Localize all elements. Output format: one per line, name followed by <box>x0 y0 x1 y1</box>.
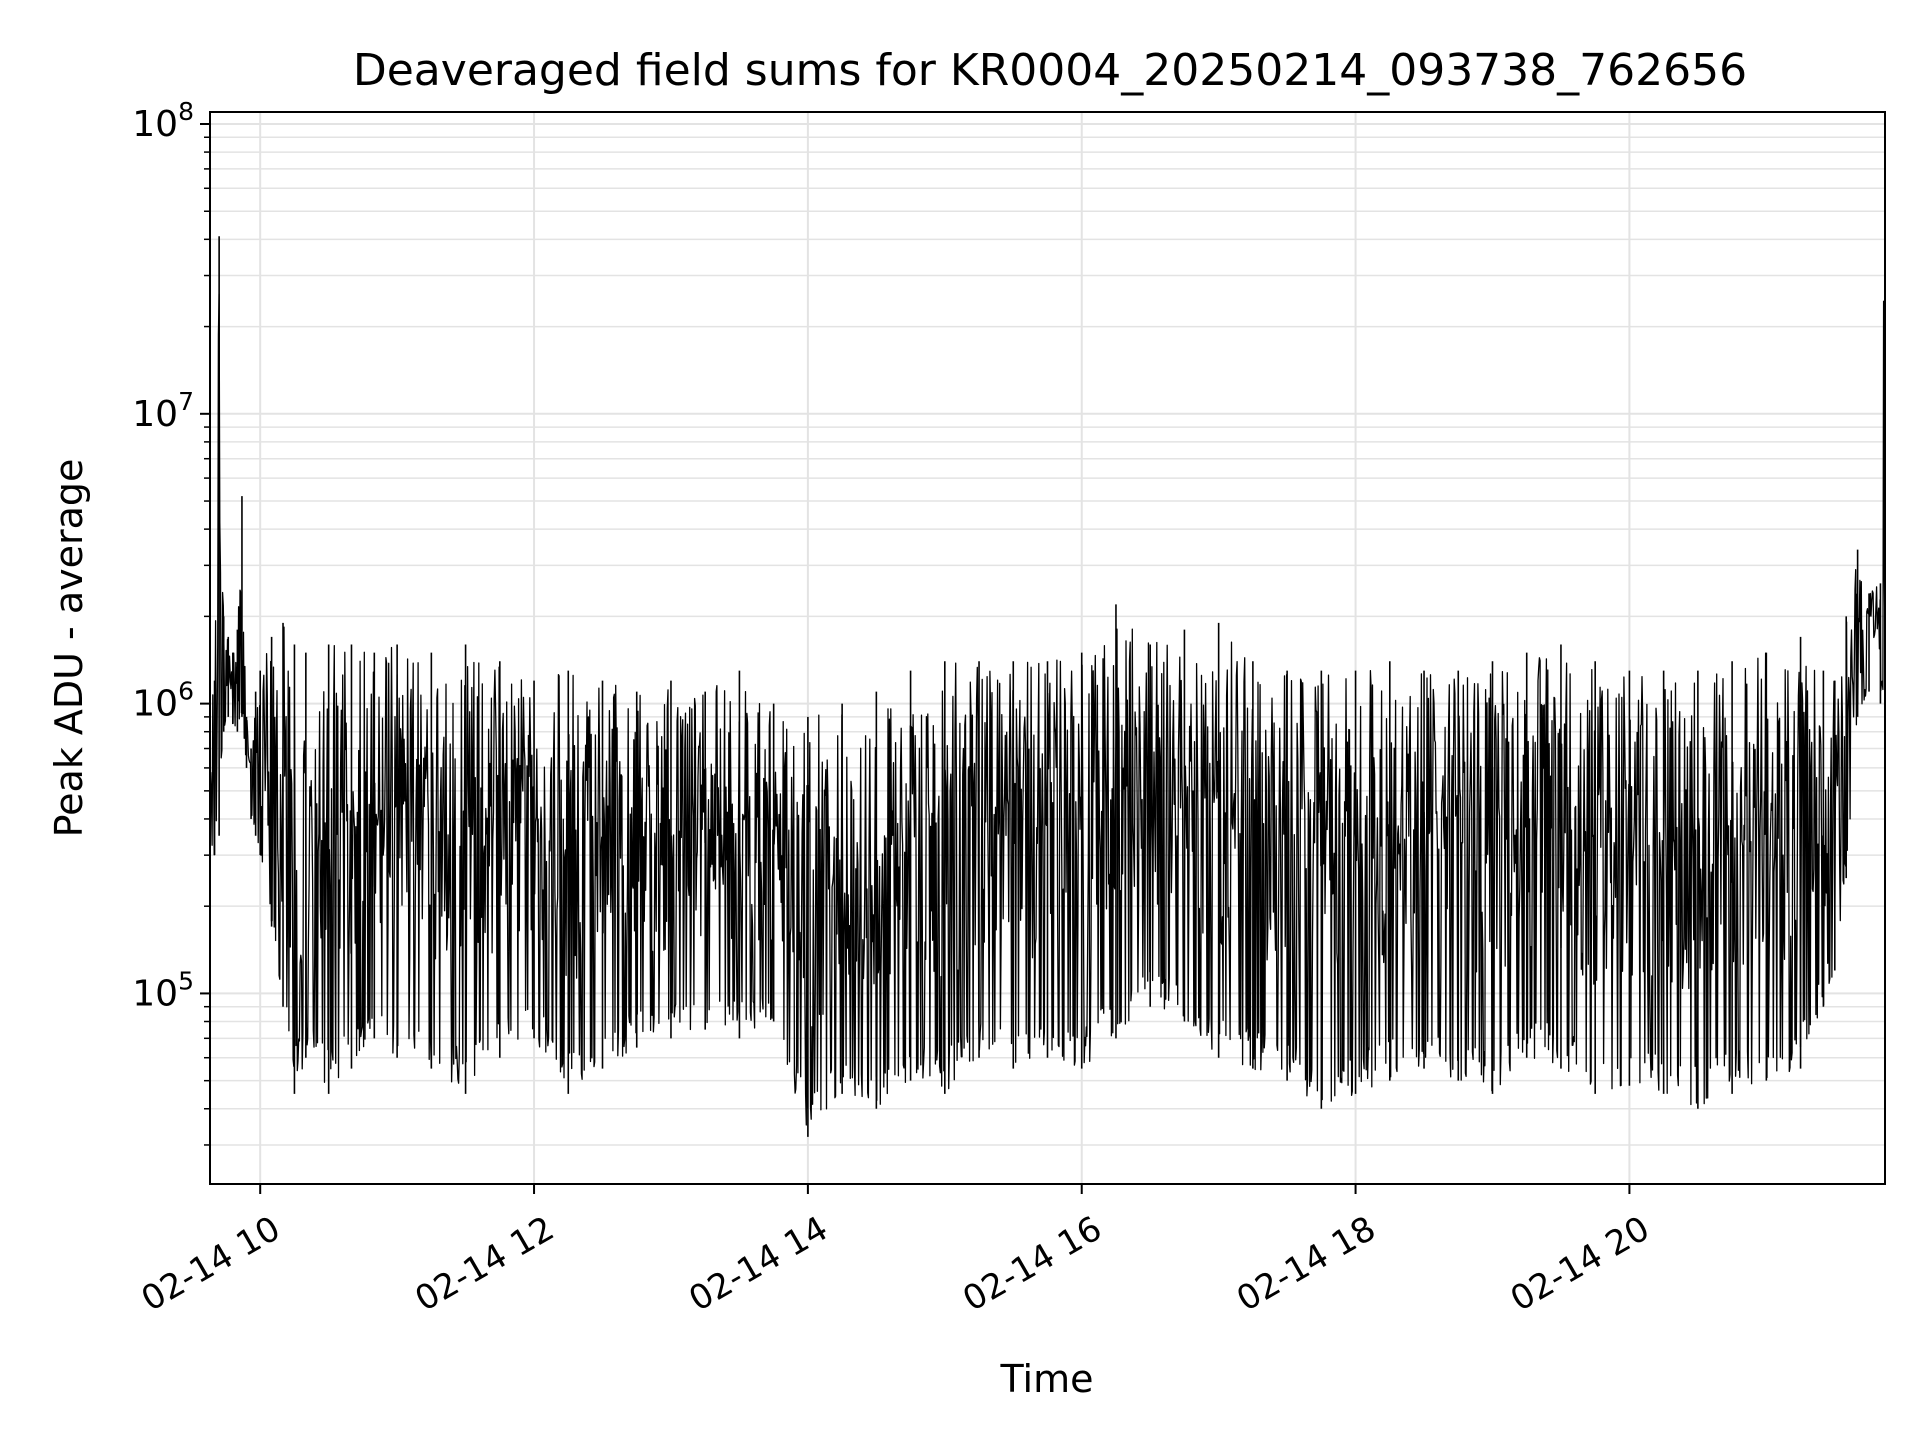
y-tick-label: 105 <box>132 966 194 1014</box>
data-series-layer <box>209 160 1886 1137</box>
y-axis: 105 106 107 108 <box>132 97 210 1146</box>
y-axis-label: Peak ADU - average <box>47 459 91 838</box>
chart-title: Deaveraged field sums for KR0004_2025021… <box>353 45 1747 96</box>
y-tick-label: 106 <box>132 677 194 725</box>
plot-frame <box>209 111 1886 1185</box>
y-tick-label: 107 <box>132 387 194 435</box>
x-axis-label: Time <box>1000 1357 1094 1401</box>
y-tick-label: 108 <box>132 97 194 145</box>
